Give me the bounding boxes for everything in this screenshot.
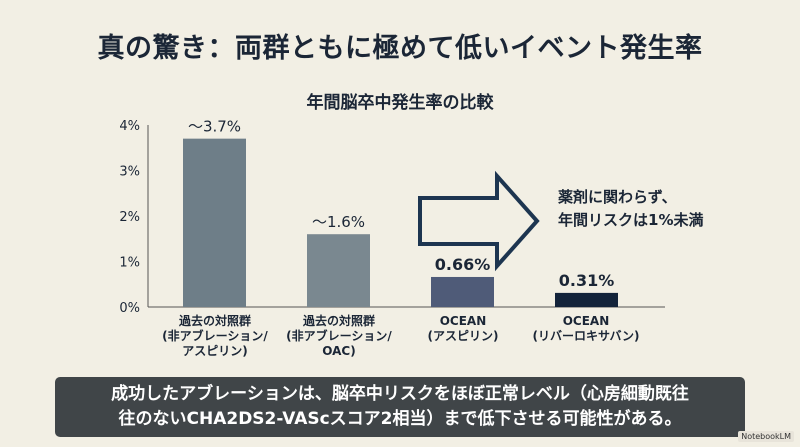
bar-value-label: 0.66% xyxy=(435,255,491,274)
caption-box: 成功したアブレーションは、脳卒中リスクをほぼ正常レベル（心房細動既往 往のないC… xyxy=(55,377,745,437)
y-tick-label: 0% xyxy=(119,301,140,316)
category-label: OCEAN (アスピリン) xyxy=(427,314,499,343)
bar xyxy=(183,138,246,307)
caption-line: 成功したアブレーションは、脳卒中リスクをほぼ正常レベル（心房細動既往 xyxy=(111,384,689,404)
bar xyxy=(307,234,370,307)
bar-value-label: ～3.7% xyxy=(188,118,241,136)
caption-line: 往のないCHA2DS2-VAScスコア2相当）まで低下させる可能性がある。 xyxy=(118,409,682,429)
category-label: 過去の対照群 (非アブレーション/ OAC) xyxy=(286,314,392,358)
notebooklm-watermark: NotebookLM xyxy=(738,431,794,442)
bar xyxy=(555,292,618,307)
chart-title: 年間脳卒中発生率の比較 xyxy=(306,93,494,113)
slide-title: 真の驚き：両群ともに極めて低いイベント発生率 xyxy=(97,33,703,64)
bar-value-label: 0.31% xyxy=(559,271,615,290)
bar xyxy=(431,276,494,307)
y-tick-label: 2% xyxy=(119,210,140,225)
y-tick-label: 3% xyxy=(119,165,140,180)
y-tick-label: 1% xyxy=(119,256,140,271)
bar-value-label: ～1.6% xyxy=(312,213,365,231)
category-label: 過去の対照群 (非アブレーション/ アスピリン) xyxy=(162,314,268,358)
right-arrow-icon xyxy=(418,170,540,272)
callout-line: 薬剤に関わらず、 xyxy=(558,188,677,206)
callout-line: 年間リスクは1%未満 xyxy=(558,211,704,229)
category-label: OCEAN (リバーロキサバン) xyxy=(532,314,640,343)
callout-text: 薬剤に関わらず、 年間リスクは1%未満 xyxy=(558,186,703,232)
y-tick-label: 4% xyxy=(119,119,140,134)
